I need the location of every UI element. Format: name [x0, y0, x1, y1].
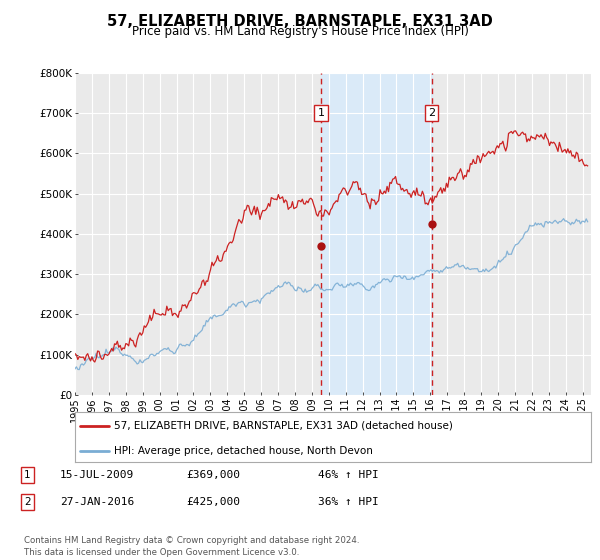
- Text: 27-JAN-2016: 27-JAN-2016: [60, 497, 134, 507]
- Text: 2: 2: [24, 497, 31, 507]
- Text: £425,000: £425,000: [186, 497, 240, 507]
- Text: 57, ELIZABETH DRIVE, BARNSTAPLE, EX31 3AD: 57, ELIZABETH DRIVE, BARNSTAPLE, EX31 3A…: [107, 14, 493, 29]
- Text: 57, ELIZABETH DRIVE, BARNSTAPLE, EX31 3AD (detached house): 57, ELIZABETH DRIVE, BARNSTAPLE, EX31 3A…: [114, 421, 452, 431]
- Text: £369,000: £369,000: [186, 470, 240, 480]
- Text: Contains HM Land Registry data © Crown copyright and database right 2024.
This d: Contains HM Land Registry data © Crown c…: [24, 536, 359, 557]
- Text: 1: 1: [24, 470, 31, 480]
- Text: 36% ↑ HPI: 36% ↑ HPI: [318, 497, 379, 507]
- Bar: [321, 73, 431, 395]
- Text: Price paid vs. HM Land Registry's House Price Index (HPI): Price paid vs. HM Land Registry's House …: [131, 25, 469, 38]
- Text: HPI: Average price, detached house, North Devon: HPI: Average price, detached house, Nort…: [114, 446, 373, 456]
- Text: 2: 2: [428, 108, 435, 118]
- Text: 46% ↑ HPI: 46% ↑ HPI: [318, 470, 379, 480]
- Text: 1: 1: [317, 108, 325, 118]
- Text: 15-JUL-2009: 15-JUL-2009: [60, 470, 134, 480]
